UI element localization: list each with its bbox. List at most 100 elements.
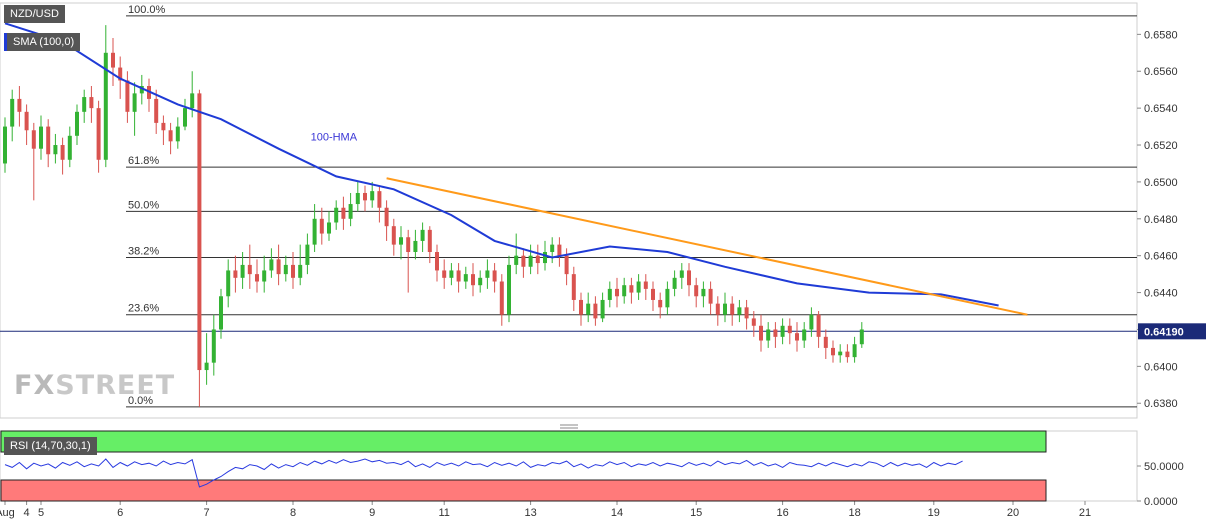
candle-body bbox=[521, 255, 526, 267]
candle-body bbox=[24, 111, 29, 131]
candle-body bbox=[118, 67, 123, 81]
logo-street: STREET bbox=[55, 370, 176, 401]
candle-body bbox=[679, 270, 684, 278]
candle-body bbox=[391, 226, 396, 245]
candle-body bbox=[744, 307, 749, 319]
fib-label: 38.2% bbox=[128, 246, 159, 258]
candle-body bbox=[859, 329, 864, 345]
price-tag bbox=[1138, 323, 1206, 340]
candle-body bbox=[787, 325, 792, 334]
candle-body bbox=[622, 285, 627, 297]
indicator-label: SMA (100,0) bbox=[4, 33, 81, 51]
candle-body bbox=[204, 362, 209, 371]
candle-body bbox=[190, 93, 195, 109]
candle-body bbox=[442, 270, 447, 278]
rsi-oversold-zone bbox=[0, 479, 1047, 502]
candle-body bbox=[197, 93, 202, 371]
candle-body bbox=[255, 274, 259, 282]
candle-body bbox=[39, 126, 43, 149]
candle-body bbox=[478, 277, 483, 286]
x-tick-label: 7 bbox=[204, 507, 210, 519]
candle-body bbox=[377, 191, 382, 208]
candle-body bbox=[766, 329, 771, 341]
rsi-overbought-zone bbox=[0, 430, 1047, 453]
candle-body bbox=[355, 192, 360, 205]
candle-body bbox=[471, 274, 475, 286]
candle-body bbox=[708, 288, 713, 304]
x-tick-label: 13 bbox=[524, 507, 536, 519]
logo-fx: FX bbox=[14, 370, 56, 401]
candle-body bbox=[773, 329, 778, 337]
candle-body bbox=[435, 252, 439, 271]
candle-body bbox=[579, 299, 583, 315]
trendline bbox=[386, 177, 1028, 316]
candle-body bbox=[809, 314, 814, 330]
candle-body bbox=[456, 270, 461, 282]
price-pane bbox=[0, 2, 1138, 419]
rsi-line bbox=[4, 458, 963, 488]
candle-body bbox=[183, 108, 187, 127]
candle-body bbox=[571, 274, 576, 300]
candle-body bbox=[348, 204, 353, 219]
candle-body bbox=[31, 130, 36, 149]
candle-body bbox=[269, 259, 274, 271]
candle-body bbox=[607, 288, 612, 300]
x-tick-label: 11 bbox=[438, 507, 449, 519]
fib-label: 0.0% bbox=[128, 395, 153, 407]
candle-body bbox=[211, 329, 216, 363]
candle-body bbox=[319, 218, 324, 234]
fib-label: 23.6% bbox=[128, 303, 159, 315]
y-tick-label: 0.6560 bbox=[1144, 66, 1178, 78]
y-tick-label: 0.6440 bbox=[1144, 288, 1178, 300]
rsi-tick-label: 0.0000 bbox=[1144, 496, 1178, 508]
candle-body bbox=[543, 252, 547, 264]
fib-label: 50.0% bbox=[128, 199, 159, 211]
candle-body bbox=[730, 303, 735, 315]
candle-body bbox=[550, 244, 555, 252]
candle-body bbox=[60, 145, 65, 160]
fib-label: 61.8% bbox=[128, 155, 159, 167]
candle-body bbox=[687, 270, 691, 286]
candle-body bbox=[291, 264, 295, 278]
candle-body bbox=[247, 264, 252, 275]
x-tick-label: 18 bbox=[848, 507, 860, 519]
candle-body bbox=[175, 126, 180, 142]
candle-body bbox=[528, 255, 533, 267]
candle-body bbox=[89, 97, 94, 109]
candle-body bbox=[737, 307, 742, 315]
candle-body bbox=[219, 296, 223, 330]
candle-body bbox=[672, 277, 677, 289]
candle-body bbox=[139, 86, 144, 94]
candle-body bbox=[463, 274, 468, 282]
candle-body bbox=[283, 264, 288, 275]
rsi-tick-label: 50.0000 bbox=[1144, 461, 1184, 473]
y-tick-label: 0.6540 bbox=[1144, 103, 1178, 115]
candle-body bbox=[751, 318, 756, 326]
x-tick-label: 20 bbox=[1007, 507, 1019, 519]
symbol-label: NZD/USD bbox=[4, 5, 65, 23]
candle-body bbox=[17, 98, 22, 112]
candle-body bbox=[658, 299, 663, 308]
candle-body bbox=[514, 255, 519, 265]
y-tick-label: 0.6460 bbox=[1144, 251, 1178, 263]
candle-body bbox=[3, 126, 7, 164]
candle-body bbox=[399, 237, 403, 245]
candle-body bbox=[780, 325, 785, 337]
x-tick-label: 21 bbox=[1079, 507, 1091, 519]
x-tick-label: 15 bbox=[690, 507, 702, 519]
candle-body bbox=[413, 240, 418, 252]
candle-body bbox=[615, 288, 619, 297]
candle-body bbox=[53, 145, 58, 155]
candle-body bbox=[46, 126, 51, 155]
x-tick-label: 8 bbox=[290, 507, 296, 519]
x-tick-label: 16 bbox=[776, 507, 788, 519]
candle-body bbox=[406, 237, 411, 252]
x-tick-label: 4 bbox=[24, 507, 30, 519]
candle-body bbox=[723, 303, 727, 315]
y-tick-label: 0.6500 bbox=[1144, 177, 1178, 189]
hma-label: 100-HMA bbox=[311, 132, 358, 144]
x-tick-label: 14 bbox=[611, 507, 623, 519]
candle-body bbox=[816, 314, 821, 337]
fxstreet-logo: FXSTREET bbox=[14, 370, 175, 401]
